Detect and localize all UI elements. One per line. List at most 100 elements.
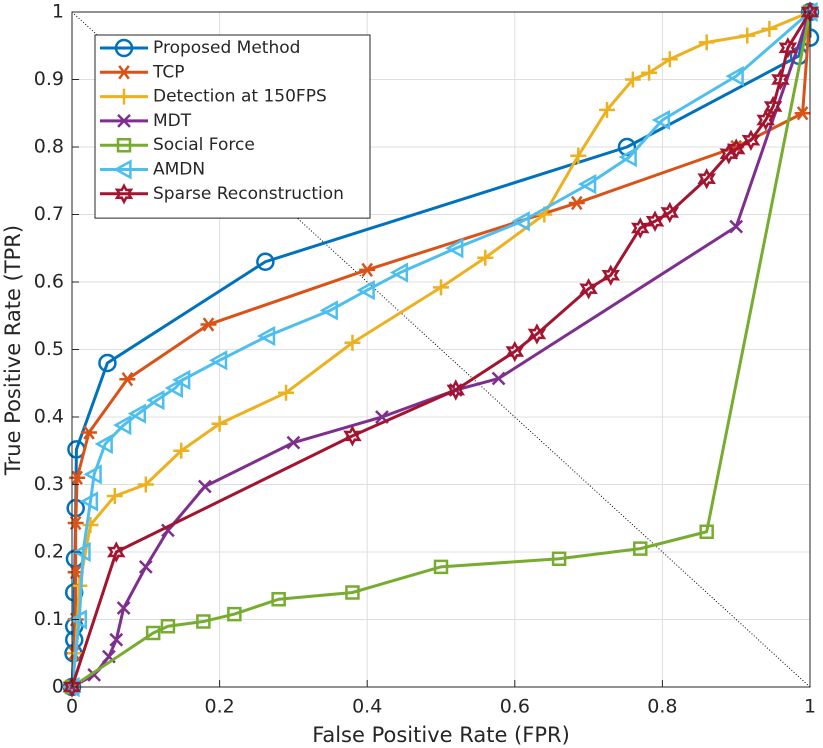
data-point [173,442,190,459]
data-point [161,523,175,538]
data-point [445,238,464,259]
data-point [278,384,295,401]
x-tick-label: 0.4 [352,696,382,718]
data-point [433,279,449,296]
data-point [72,541,91,563]
data-point [94,433,113,455]
data-point [729,219,744,234]
data-point [389,262,409,283]
data-point [741,129,761,151]
tick-layer: 0 0.2 0.4 0.6 0.8 1 0 0.1 0.2 0.3 0.4 0.5 0.6 0.7 0.8 0… [34,1,816,718]
y-tick-label: 0 [52,676,64,698]
data-point [71,577,88,594]
y-tick-label: 0.8 [34,136,64,158]
legend-label: Proposed Method [153,38,300,58]
data-point [146,390,165,411]
legend-marker [114,38,134,58]
data-point [200,317,217,332]
data-point [697,168,716,190]
data-point [164,377,183,399]
data-point [599,101,616,118]
data-point [477,249,494,266]
data-point [137,476,154,493]
data-point [83,464,102,485]
data-point [568,195,585,211]
data-point [356,279,375,301]
data-point [344,334,361,351]
y-tick-label: 0.2 [34,541,64,563]
legend-label: Detection at 150FPS [153,87,327,107]
data-point [725,66,744,87]
legend-marker [116,88,132,105]
series-line [71,11,812,689]
data-point [624,71,641,88]
series-line [70,11,812,688]
data-point [79,491,99,512]
data-point [359,262,376,277]
legend-label: Social Force [153,135,255,155]
data-point [80,425,97,440]
legend-label: Sparse Reconstruction [153,184,344,204]
series-layer [61,1,820,698]
data-point [698,34,715,51]
data-point [271,592,286,607]
data-point [771,68,790,91]
data-point [107,541,126,563]
data-point [109,632,124,647]
x-tick-label: 1 [804,696,816,718]
y-tick-label: 0.4 [34,406,64,428]
series-line [70,10,811,688]
data-point [651,109,671,131]
x-tick-label: 0.8 [647,696,677,718]
data-point [739,27,756,44]
data-point [211,415,228,432]
legend-label: AMDN [153,160,205,180]
series-line [70,10,811,688]
data-point [227,606,242,622]
data-point [617,137,637,157]
data-point [551,551,567,566]
data-point [778,37,798,59]
data-point [601,264,620,286]
data-point [578,174,597,195]
data-point [209,350,228,371]
data-point [633,541,648,556]
data-point [172,369,191,390]
legend: Proposed Method TCP Detection at 150FPS MDT… [94,34,371,219]
legend-marker [117,114,131,128]
data-point [433,559,449,575]
data-point [68,609,88,630]
data-point [579,278,598,300]
data-point [98,353,117,373]
legend-label: MDT [153,111,192,131]
data-point [511,211,530,232]
legend-box [94,34,371,219]
legend-label: TCP [152,62,185,82]
data-point [618,147,637,168]
y-tick-label: 1 [52,1,64,23]
data-point [127,403,147,424]
x-tick-label: 0.6 [500,696,530,718]
y-tick-label: 0.7 [34,203,64,225]
data-point [719,143,739,165]
data-point [794,106,811,121]
data-point [256,325,276,347]
data-point [145,625,161,641]
data-point [660,201,680,224]
data-point [527,323,547,345]
data-point [106,487,123,504]
data-point [319,300,338,321]
data-point [66,498,85,518]
data-point [641,64,658,81]
data-point [570,147,587,164]
legend-marker [114,183,134,205]
data-point [113,414,132,436]
data-point [256,252,275,271]
data-point [446,379,466,401]
data-point [763,95,783,118]
x-tick-label: 0.2 [204,696,234,718]
legend-marker [116,65,132,80]
y-tick-label: 0.3 [34,473,64,495]
y-tick-label: 0.5 [34,338,64,360]
